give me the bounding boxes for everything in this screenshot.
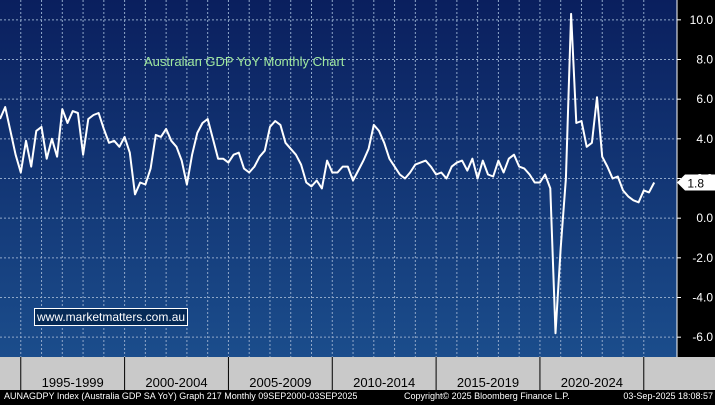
last-value-label: 1.8 xyxy=(687,176,704,190)
y-tick-label: 8.0 xyxy=(696,53,713,67)
x-tick-label: 2020-2024 xyxy=(561,375,623,390)
x-tick-label: 2000-2004 xyxy=(145,375,207,390)
series-line xyxy=(0,12,656,335)
y-tick-label: -6.0 xyxy=(692,330,713,344)
y-tick-label: 6.0 xyxy=(696,92,713,106)
y-tick-label: 4.0 xyxy=(696,132,713,146)
x-tick-label: 2005-2009 xyxy=(249,375,311,390)
x-tick-label: 2015-2019 xyxy=(457,375,519,390)
chart-title: Australian GDP YoY Monthly Chart xyxy=(144,54,345,69)
y-tick-label: 10.0 xyxy=(690,13,714,27)
footer-bar xyxy=(0,390,715,405)
watermark-label: www.marketmatters.com.au xyxy=(34,308,189,326)
x-tick-label: 2010-2014 xyxy=(353,375,415,390)
footer-timestamp: 03-Sep-2025 18:08:57 xyxy=(623,391,713,401)
footer-ticker-info: AUNAGDPY Index (Australia GDP SA YoY) Gr… xyxy=(4,391,358,401)
x-tick-label: 1995-1999 xyxy=(42,375,104,390)
y-tick-label: -4.0 xyxy=(692,291,713,305)
x-axis-band xyxy=(0,357,715,390)
last-value-marker xyxy=(677,174,715,191)
footer-copyright: Copyright© 2025 Bloomberg Finance L.P. xyxy=(404,391,570,401)
y-tick-label: -2.0 xyxy=(692,251,713,265)
y-tick-label: 0.0 xyxy=(696,211,713,225)
